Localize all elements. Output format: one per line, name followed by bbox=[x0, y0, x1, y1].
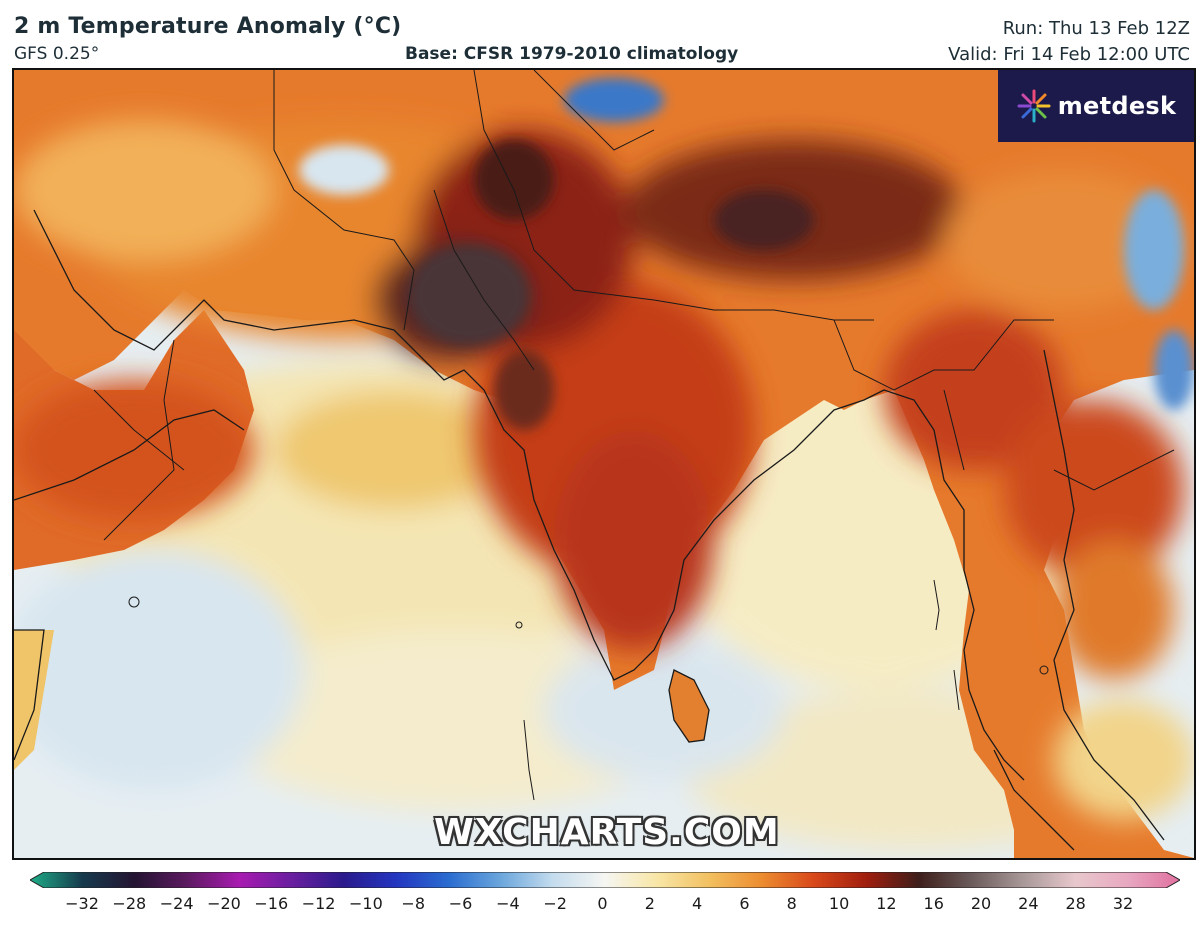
wxcharts-watermark: WXCHARTS.COM bbox=[434, 812, 780, 853]
colorbar-tick-label: 16 bbox=[923, 894, 944, 913]
colorbar-tick-label: 32 bbox=[1112, 894, 1134, 913]
country-borders bbox=[93, 70, 1175, 541]
valid-time-label: Valid: Fri 14 Feb 12:00 UTC bbox=[948, 44, 1190, 65]
coastlines bbox=[14, 209, 1165, 851]
base-climatology-label: Base: CFSR 1979-2010 climatology bbox=[405, 44, 739, 64]
map-canvas bbox=[14, 70, 1194, 858]
colorbar-tick-label: 10 bbox=[828, 894, 850, 913]
land-mass-sri-lanka bbox=[669, 670, 709, 742]
colorbar-tick-label: −2 bbox=[543, 894, 567, 913]
colorbar-tick-label: −12 bbox=[301, 894, 336, 913]
colorbar-tick-label: −8 bbox=[401, 894, 426, 913]
colorbar-tick-label: 0 bbox=[597, 894, 608, 913]
colorbar-tick-label: 24 bbox=[1018, 894, 1039, 913]
land-anomaly-field bbox=[14, 120, 1194, 820]
colorbar bbox=[30, 872, 1180, 888]
cold-anomaly-patches bbox=[299, 78, 1194, 410]
run-time-label: Run: Thu 13 Feb 12Z bbox=[1002, 18, 1190, 39]
chart-title: 2 m Temperature Anomaly (°C) bbox=[14, 14, 402, 39]
colorbar-tick-label: −10 bbox=[349, 894, 383, 913]
colorbar-tick-label: 2 bbox=[644, 894, 655, 913]
colorbar-tick-label: 8 bbox=[786, 894, 797, 913]
colorbar-tick-label: 4 bbox=[692, 894, 703, 913]
colorbar-tick-label: 28 bbox=[1065, 894, 1086, 913]
metdesk-logo: metdesk bbox=[998, 70, 1194, 142]
metdesk-star-icon bbox=[1017, 89, 1051, 123]
metdesk-logo-text: metdesk bbox=[1057, 92, 1177, 120]
model-label: GFS 0.25° bbox=[14, 44, 100, 64]
colorbar-tick-label: 20 bbox=[970, 894, 992, 913]
colorbar-gradient bbox=[30, 872, 1180, 888]
colorbar-tick-label: −24 bbox=[159, 894, 194, 913]
colorbar-tick-label: −6 bbox=[448, 894, 473, 913]
colorbar-tick-label: −28 bbox=[112, 894, 147, 913]
anomaly-map: metdesk WXCHARTS.COM bbox=[12, 68, 1196, 860]
colorbar-ticks: −32 −28 −24 −20 −16 −12 −10 −8 −6 −4 −2 0 2 4 6 8 10 12 16… bbox=[0, 894, 1200, 918]
colorbar-tick-label: −20 bbox=[207, 894, 241, 913]
colorbar-tick-label: −32 bbox=[65, 894, 99, 913]
colorbar-tick-label: 6 bbox=[739, 894, 750, 913]
colorbar-tick-label: 12 bbox=[876, 894, 897, 913]
colorbar-tick-label: −16 bbox=[254, 894, 289, 913]
colorbar-tick-label: −4 bbox=[496, 894, 520, 913]
islands bbox=[128, 579, 1049, 801]
